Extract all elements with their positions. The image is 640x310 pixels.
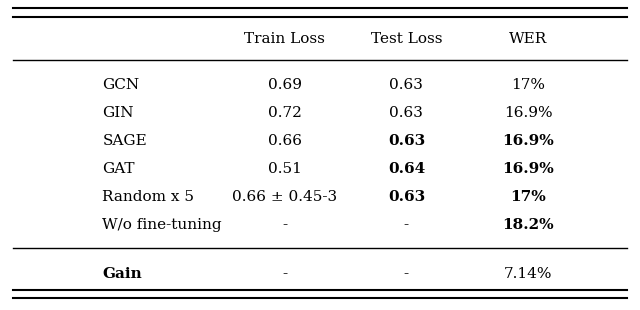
Text: 0.63: 0.63 bbox=[388, 190, 425, 204]
Text: 0.72: 0.72 bbox=[268, 106, 301, 120]
Text: 17%: 17% bbox=[511, 78, 545, 92]
Text: Random x 5: Random x 5 bbox=[102, 190, 195, 204]
Text: 17%: 17% bbox=[510, 190, 546, 204]
Text: -: - bbox=[282, 267, 287, 281]
Text: Test Loss: Test Loss bbox=[371, 32, 442, 46]
Text: 0.51: 0.51 bbox=[268, 162, 301, 176]
Text: 16.9%: 16.9% bbox=[502, 162, 554, 176]
Text: 16.9%: 16.9% bbox=[502, 134, 554, 148]
Text: 7.14%: 7.14% bbox=[504, 267, 552, 281]
Text: Gain: Gain bbox=[102, 267, 142, 281]
Text: 16.9%: 16.9% bbox=[504, 106, 552, 120]
Text: GCN: GCN bbox=[102, 78, 140, 92]
Text: 0.66 ± 0.45-3: 0.66 ± 0.45-3 bbox=[232, 190, 337, 204]
Text: GAT: GAT bbox=[102, 162, 135, 176]
Text: Train Loss: Train Loss bbox=[244, 32, 325, 46]
Text: WER: WER bbox=[509, 32, 547, 46]
Text: GIN: GIN bbox=[102, 106, 134, 120]
Text: -: - bbox=[282, 218, 287, 232]
Text: -: - bbox=[404, 267, 409, 281]
Text: 0.63: 0.63 bbox=[390, 106, 423, 120]
Text: W/o fine-tuning: W/o fine-tuning bbox=[102, 218, 222, 232]
Text: 0.63: 0.63 bbox=[388, 134, 425, 148]
Text: 0.64: 0.64 bbox=[388, 162, 425, 176]
Text: SAGE: SAGE bbox=[102, 134, 147, 148]
Text: -: - bbox=[404, 218, 409, 232]
Text: 0.63: 0.63 bbox=[390, 78, 423, 92]
Text: 0.66: 0.66 bbox=[268, 134, 302, 148]
Text: 0.69: 0.69 bbox=[268, 78, 302, 92]
Text: 18.2%: 18.2% bbox=[502, 218, 554, 232]
